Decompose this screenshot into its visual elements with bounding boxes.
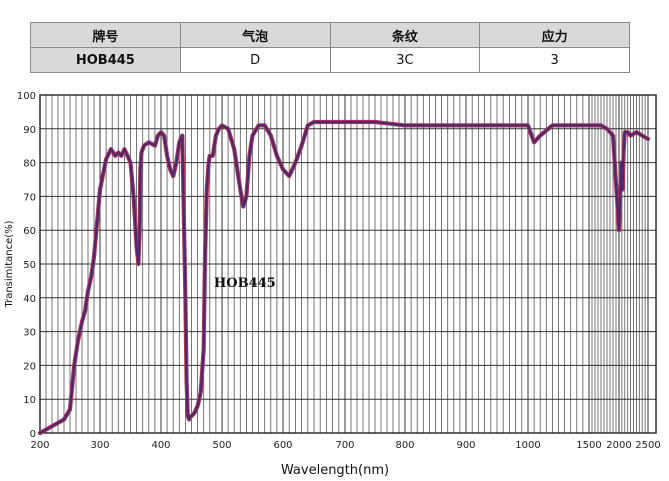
x-axis-label: Wavelength(nm)	[281, 463, 389, 478]
chart-grid	[39, 94, 657, 434]
spec-value-stress: 3	[479, 47, 630, 73]
x-tick-label: 1500	[576, 440, 601, 451]
chart-ticks: 200 300 400 500 600 700 800 900 1000 1500 2000 2500…	[17, 91, 661, 451]
x-tick-label: 400	[151, 440, 170, 451]
x-tick-label: 2500	[635, 440, 660, 451]
y-tick-label: 10	[23, 395, 36, 406]
x-tick-label: 1000	[515, 440, 540, 451]
chart-series	[37, 119, 651, 436]
spec-table: 牌号 气泡 条纹 应力 HOB445 D 3C 3	[30, 22, 630, 73]
y-tick-label: 40	[23, 294, 36, 305]
y-tick-label: 80	[23, 159, 36, 170]
spec-header-grade: 牌号	[30, 22, 181, 48]
spec-value-grade: HOB445	[30, 47, 181, 73]
x-tick-label: 500	[212, 440, 231, 451]
y-tick-label: 100	[17, 91, 36, 102]
spec-header-stress: 应力	[479, 22, 630, 48]
y-tick-label: 70	[23, 192, 36, 203]
x-tick-label: 900	[456, 440, 475, 451]
y-tick-label: 90	[23, 125, 36, 136]
y-tick-label: 0	[30, 429, 36, 440]
x-tick-label: 2000	[606, 440, 631, 451]
plot-frame	[39, 94, 657, 434]
x-tick-label: 600	[273, 440, 292, 451]
y-tick-label: 60	[23, 226, 36, 237]
y-tick-label: 20	[23, 361, 36, 372]
spec-table-header-row: 牌号 气泡 条纹 应力	[30, 22, 630, 48]
chart-labels: Wavelength(nm) Transimitance(%) HOB445	[4, 220, 389, 478]
curve-annotation: HOB445	[214, 276, 276, 291]
spec-table-value-row: HOB445 D 3C 3	[30, 47, 630, 73]
y-axis-label: Transimitance(%)	[4, 220, 15, 308]
transmittance-curve	[38, 120, 650, 435]
spec-value-bubbles: D	[179, 47, 331, 73]
x-tick-label: 700	[335, 440, 354, 451]
spec-value-striae: 3C	[329, 47, 481, 73]
x-tick-label: 800	[395, 440, 414, 451]
y-tick-label: 30	[23, 328, 36, 339]
x-tick-label: 300	[90, 440, 109, 451]
y-tick-label: 50	[23, 260, 36, 271]
x-tick-label: 200	[30, 440, 49, 451]
